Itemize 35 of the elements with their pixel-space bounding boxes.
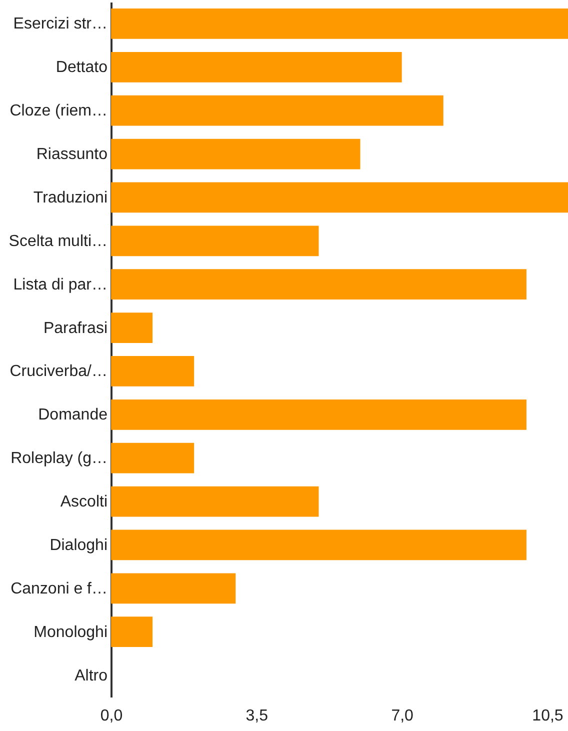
x-tick-label: 3,5 bbox=[246, 708, 268, 724]
y-tick-label: Domande bbox=[38, 406, 108, 424]
x-tick-label: 7,0 bbox=[391, 708, 414, 724]
x-tick-label: 10,5 bbox=[532, 708, 564, 724]
bar bbox=[111, 573, 236, 604]
y-tick-label: Cloze (riem… bbox=[10, 102, 108, 120]
y-tick-label: Parafrasi bbox=[43, 320, 108, 337]
bar bbox=[111, 269, 526, 300]
x-tick-label: 0,0 bbox=[100, 708, 123, 724]
bar bbox=[111, 8, 568, 39]
bar bbox=[111, 52, 402, 82]
bar bbox=[111, 312, 153, 343]
y-tick-label: Monologhi bbox=[34, 624, 108, 641]
y-tick-label: Dettato bbox=[56, 59, 108, 76]
bar bbox=[111, 138, 360, 170]
bar bbox=[111, 399, 526, 430]
bar bbox=[111, 226, 319, 256]
y-tick-label: Ascolti bbox=[60, 494, 108, 511]
y-tick-label: Lista di par… bbox=[13, 276, 108, 294]
bar bbox=[111, 95, 444, 126]
y-tick-label: Traduzioni bbox=[33, 189, 108, 206]
y-tick-label: Dialoghi bbox=[50, 536, 108, 554]
y-tick-label: Esercizi str… bbox=[13, 16, 108, 33]
bar bbox=[111, 442, 194, 474]
y-tick-label: Riassunto bbox=[36, 146, 108, 164]
bar bbox=[111, 616, 153, 648]
bar bbox=[111, 486, 319, 517]
y-tick-label: Altro bbox=[74, 667, 108, 684]
bar bbox=[111, 356, 194, 386]
y-tick-label: Roleplay (g… bbox=[10, 450, 108, 468]
bar bbox=[111, 182, 568, 213]
y-tick-label: Scelta multi… bbox=[8, 232, 108, 250]
y-tick-label: Canzoni e f… bbox=[10, 580, 108, 598]
bar bbox=[111, 530, 526, 560]
y-tick-label: Cruciverba/… bbox=[10, 363, 108, 380]
